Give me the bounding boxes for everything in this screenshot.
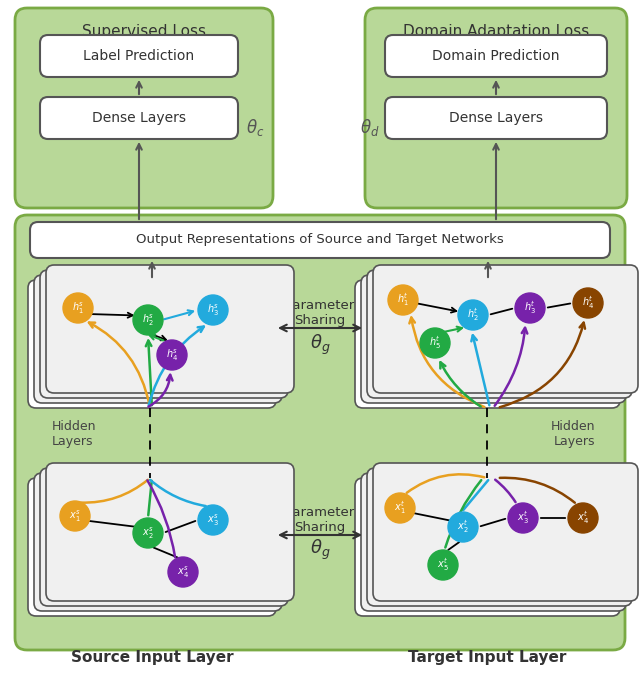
Text: Domain Prediction: Domain Prediction	[432, 49, 560, 63]
FancyBboxPatch shape	[355, 280, 620, 408]
Text: Source Input Layer: Source Input Layer	[70, 650, 234, 665]
Text: $x_3^s$: $x_3^s$	[207, 512, 219, 527]
Text: Label Prediction: Label Prediction	[83, 49, 195, 63]
FancyBboxPatch shape	[385, 35, 607, 77]
FancyBboxPatch shape	[355, 478, 620, 616]
Circle shape	[428, 550, 458, 580]
Circle shape	[388, 285, 418, 315]
FancyBboxPatch shape	[367, 468, 632, 606]
FancyBboxPatch shape	[34, 473, 282, 611]
Circle shape	[420, 328, 450, 358]
FancyBboxPatch shape	[28, 478, 276, 616]
Text: Supervised Loss: Supervised Loss	[82, 24, 206, 39]
Text: $h_2^t$: $h_2^t$	[467, 307, 479, 324]
Text: Dense Layers: Dense Layers	[449, 111, 543, 125]
Text: $h_5^t$: $h_5^t$	[429, 334, 441, 351]
FancyBboxPatch shape	[373, 463, 638, 601]
FancyBboxPatch shape	[40, 270, 288, 398]
Text: $x_1^t$: $x_1^t$	[394, 500, 406, 517]
Circle shape	[568, 503, 598, 533]
Circle shape	[63, 293, 93, 323]
FancyBboxPatch shape	[385, 97, 607, 139]
Text: $\theta_c$: $\theta_c$	[246, 118, 264, 139]
Circle shape	[448, 512, 478, 542]
Text: $x_3^t$: $x_3^t$	[517, 510, 529, 527]
FancyBboxPatch shape	[40, 468, 288, 606]
FancyBboxPatch shape	[46, 463, 294, 601]
Text: $G^s$: $G^s$	[52, 552, 72, 568]
FancyBboxPatch shape	[15, 8, 273, 208]
Text: Parameter
Sharing: Parameter Sharing	[285, 299, 355, 327]
Text: $x_2^t$: $x_2^t$	[457, 519, 468, 536]
FancyBboxPatch shape	[361, 473, 626, 611]
Circle shape	[515, 293, 545, 323]
FancyBboxPatch shape	[15, 215, 625, 650]
Text: $x_4^s$: $x_4^s$	[177, 565, 189, 580]
Circle shape	[198, 505, 228, 535]
Circle shape	[133, 518, 163, 548]
Text: Dense Layers: Dense Layers	[92, 111, 186, 125]
Text: $\theta_g$: $\theta_g$	[310, 333, 330, 357]
Text: Parameter
Sharing: Parameter Sharing	[285, 506, 355, 534]
Text: $x_5^t$: $x_5^t$	[437, 556, 449, 573]
Text: $x_4^t$: $x_4^t$	[577, 510, 589, 527]
Text: $x_2^s$: $x_2^s$	[142, 525, 154, 541]
Text: Domain Adaptation Loss: Domain Adaptation Loss	[403, 24, 589, 39]
FancyBboxPatch shape	[367, 270, 632, 398]
Circle shape	[157, 340, 187, 370]
Circle shape	[198, 295, 228, 325]
Text: $\theta_g$: $\theta_g$	[310, 538, 330, 562]
Circle shape	[168, 557, 198, 587]
Circle shape	[508, 503, 538, 533]
FancyBboxPatch shape	[28, 280, 276, 408]
Circle shape	[60, 501, 90, 531]
Circle shape	[385, 493, 415, 523]
Text: $h_1^s$: $h_1^s$	[72, 301, 84, 315]
Text: $h_2^s$: $h_2^s$	[142, 312, 154, 328]
Text: $h_4^s$: $h_4^s$	[166, 347, 178, 363]
Text: $h_1^t$: $h_1^t$	[397, 292, 409, 309]
FancyBboxPatch shape	[34, 275, 282, 403]
Text: $G^t$: $G^t$	[378, 561, 397, 580]
Text: Output Representations of Source and Target Networks: Output Representations of Source and Tar…	[136, 234, 504, 246]
Text: Target Input Layer: Target Input Layer	[408, 650, 566, 665]
Circle shape	[133, 305, 163, 335]
Text: $\theta_d$: $\theta_d$	[360, 118, 380, 139]
FancyBboxPatch shape	[40, 97, 238, 139]
FancyBboxPatch shape	[373, 265, 638, 393]
FancyBboxPatch shape	[40, 35, 238, 77]
Circle shape	[458, 300, 488, 330]
FancyBboxPatch shape	[46, 265, 294, 393]
Text: Hidden
Layers: Hidden Layers	[52, 420, 97, 448]
Text: $h_4^t$: $h_4^t$	[582, 294, 594, 311]
Text: Hidden
Layers: Hidden Layers	[550, 420, 595, 448]
FancyBboxPatch shape	[30, 222, 610, 258]
FancyBboxPatch shape	[361, 275, 626, 403]
Text: $h_3^t$: $h_3^t$	[524, 300, 536, 316]
Circle shape	[573, 288, 603, 318]
FancyBboxPatch shape	[365, 8, 627, 208]
Text: $h_3^s$: $h_3^s$	[207, 303, 219, 318]
Text: $x_1^s$: $x_1^s$	[69, 508, 81, 524]
